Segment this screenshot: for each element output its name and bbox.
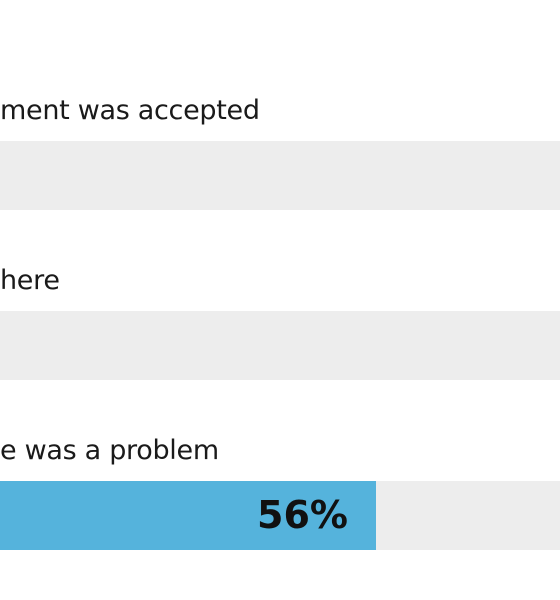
bar-track: 56% [0, 481, 560, 550]
bar-track [0, 311, 560, 380]
category-label: ment was accepted [0, 95, 260, 126]
bar [0, 481, 376, 550]
bar-track [0, 141, 560, 210]
category-label: here [0, 265, 60, 296]
data-label: 56% [257, 493, 348, 537]
category-label: e was a problem [0, 435, 219, 466]
